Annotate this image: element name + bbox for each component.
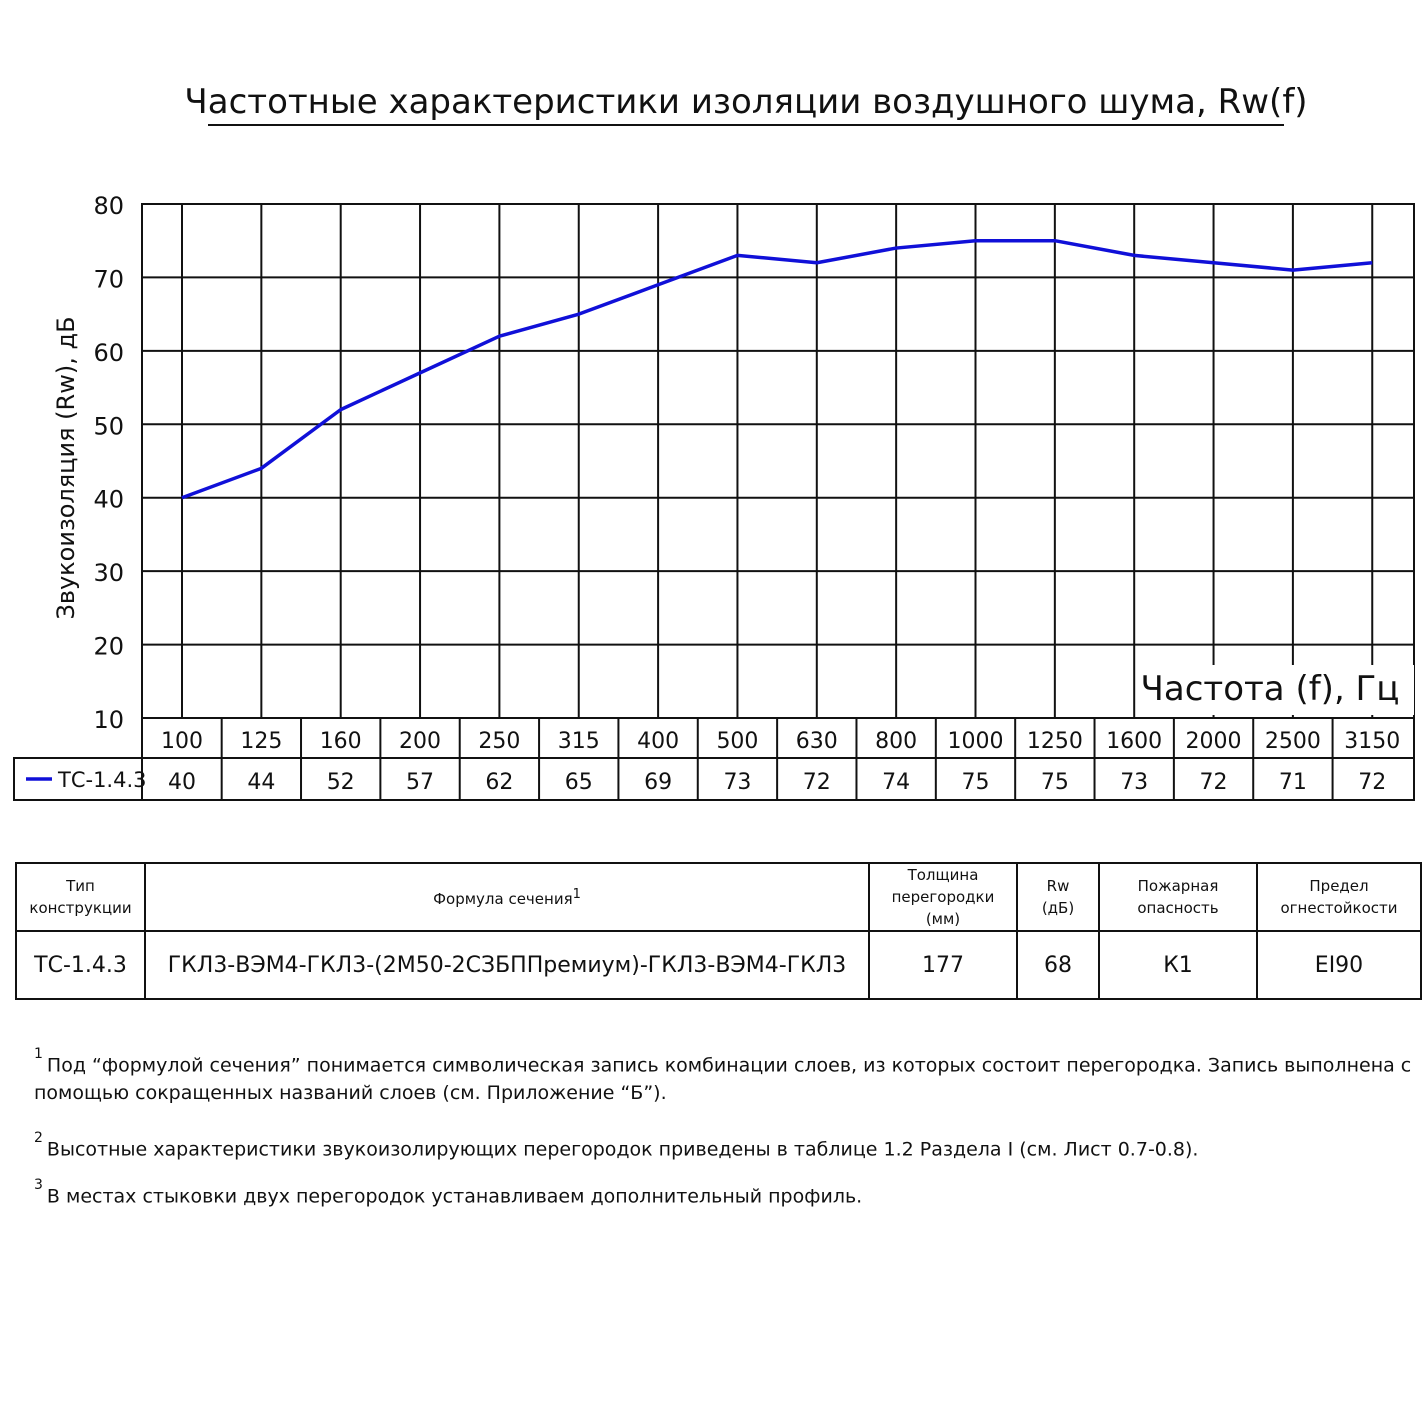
x-tick-label: 160 [320, 729, 362, 754]
x-tick-label: 315 [558, 729, 600, 754]
data-label: 73 [1120, 770, 1148, 795]
frequency-chart: Частотные характеристики изоляции воздуш… [13, 82, 1415, 801]
x-tick-label: 500 [716, 729, 758, 754]
footnote-1: 1Под “формулой сечения” понимается симво… [34, 1046, 1412, 1105]
series-lines [181, 238, 1373, 500]
header-type: Тип конструкции [15, 862, 146, 932]
footnote-3: 3В местах стыковки двух перегородок уста… [34, 1177, 863, 1208]
legend-cell [13, 757, 143, 801]
x-tick-label: 400 [637, 729, 679, 754]
y-tick-label: 70 [93, 265, 124, 293]
y-axis-label: Звукоизоляция (Rw), дБ [52, 316, 80, 619]
x-tick-label: 800 [875, 729, 917, 754]
data-label: 40 [168, 770, 196, 795]
spec-table: Тип конструкции Формула сечения1 Толщина… [15, 862, 1422, 1000]
y-tick-label: 30 [93, 559, 124, 587]
x-tick-label: 1600 [1106, 729, 1162, 754]
x-tick-label: 125 [240, 729, 282, 754]
cell-rw: 68 [1016, 930, 1100, 1000]
data-label: 74 [882, 770, 910, 795]
header-rw: Rw (дБ) [1016, 862, 1100, 932]
data-label: 71 [1279, 770, 1307, 795]
x-axis-label: Частота (f), Гц [1141, 669, 1400, 709]
data-label: 62 [485, 770, 513, 795]
x-axis-label-background [1136, 665, 1414, 715]
data-label: 75 [962, 770, 990, 795]
cell-formula: ГКЛ3-ВЭМ4-ГКЛ3-(2М50-2СЗБППремиум)-ГКЛ3-… [144, 930, 870, 1000]
header-thickness: Толщина перегородки (мм) [868, 862, 1018, 932]
x-tick-label: 1000 [948, 729, 1004, 754]
plot-frame [141, 203, 1415, 719]
x-tick-label: 3150 [1344, 729, 1400, 754]
x-tick-label: 1250 [1027, 729, 1083, 754]
y-tick-label: 20 [93, 633, 124, 661]
table-header-row: Тип конструкции Формула сечения1 Толщина… [15, 862, 1422, 932]
cell-fire-hazard: К1 [1098, 930, 1258, 1000]
y-tick-label: 60 [93, 339, 124, 367]
header-formula-footnote: 1 [572, 887, 581, 902]
data-label: 72 [1200, 770, 1228, 795]
x-tick-label: 2500 [1265, 729, 1321, 754]
x-tick-label: 250 [478, 729, 520, 754]
y-tick-label: 80 [93, 192, 124, 220]
x-tick-label: 630 [796, 729, 838, 754]
grid [141, 203, 1415, 719]
data-label: 44 [247, 770, 275, 795]
x-tick-label: 200 [399, 729, 441, 754]
footnote-2: 2Высотные характеристики звукоизолирующи… [34, 1130, 1199, 1161]
data-label: 72 [803, 770, 831, 795]
data-label: 65 [565, 770, 593, 795]
header-fire-limit: Предел огнестойкости [1256, 862, 1422, 932]
y-tick-label: 40 [93, 486, 124, 514]
y-tick-labels: 10 20 30 40 50 60 70 80 [93, 192, 124, 734]
x-tick-label: 2000 [1186, 729, 1242, 754]
cell-thickness: 177 [868, 930, 1018, 1000]
series-line [181, 238, 1373, 500]
cell-type: ТС-1.4.3 [15, 930, 146, 1000]
header-formula: Формула сечения1 [144, 862, 870, 932]
data-label: 52 [327, 770, 355, 795]
data-label: 69 [644, 770, 672, 795]
x-tick-label: 100 [161, 729, 203, 754]
header-fire-hazard: Пожарная опасность [1098, 862, 1258, 932]
cell-fire-limit: EI90 [1256, 930, 1422, 1000]
data-label: 72 [1358, 770, 1386, 795]
data-label: 73 [723, 770, 751, 795]
table-row: ТС-1.4.3 ГКЛ3-ВЭМ4-ГКЛ3-(2М50-2СЗБППреми… [15, 930, 1422, 1000]
chart-title: Частотные характеристики изоляции воздуш… [184, 82, 1307, 122]
legend-label: ТС-1.4.3 [57, 768, 147, 792]
data-label: 75 [1041, 770, 1069, 795]
y-tick-label: 50 [93, 412, 124, 440]
data-label: 57 [406, 770, 434, 795]
legend: ТС-1.4.3 [26, 768, 147, 792]
data-table: 100 125 160 200 250 315 400 500 630 800 1000 1250 16… [13, 717, 1415, 801]
y-tick-label: 10 [93, 706, 124, 734]
